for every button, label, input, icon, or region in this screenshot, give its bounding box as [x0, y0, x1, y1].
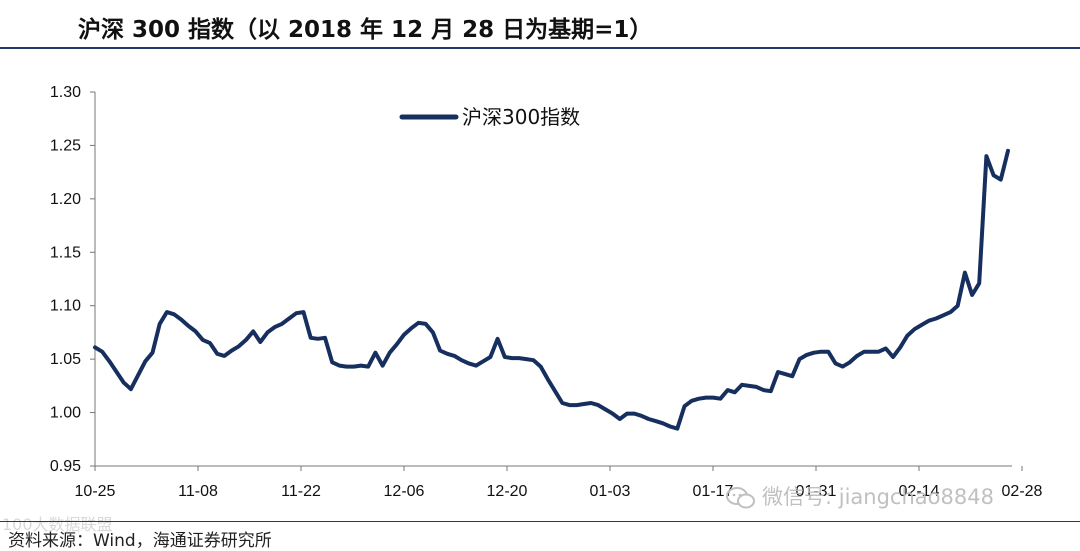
series-layer	[93, 148, 1010, 431]
x-tick-label: 12-20	[487, 483, 528, 500]
y-tick-label: 1.05	[50, 351, 81, 368]
x-axis: 10-25 11-08 11-22 12-06 12-20 01-03 01-17 01-31…	[75, 465, 1043, 500]
y-tick-label: 1.00	[50, 405, 81, 422]
x-tick-label: 11-22	[281, 483, 321, 500]
y-tick-label: 1.10	[50, 298, 81, 315]
chart-title: 沪深 300 指数（以 2018 年 12 月 28 日为基期=1）	[78, 17, 653, 43]
title-divider	[0, 47, 1080, 49]
x-tick-label: 01-03	[590, 483, 631, 500]
y-tick-label: 1.30	[50, 84, 81, 101]
wechat-watermark: 微信号: jiangchao8848	[726, 481, 994, 511]
watermark-text: 微信号: jiangchao8848	[762, 485, 994, 509]
legend: 沪深300指数	[399, 105, 580, 129]
x-tick-label: 11-08	[178, 483, 218, 500]
legend-label: 沪深300指数	[462, 105, 580, 129]
x-tick-label: 01-17	[693, 483, 734, 500]
y-tick-label: 1.15	[50, 244, 81, 261]
series-line-hs300	[93, 148, 1010, 431]
x-tick-label: 02-14	[899, 483, 940, 500]
corner-watermark: 100大数据联盟	[2, 515, 113, 534]
x-tick-label: 01-31	[796, 483, 837, 500]
x-tick-label: 02-28	[1002, 483, 1043, 500]
y-tick-label: 1.25	[50, 137, 81, 154]
y-axis: 1.30 1.25 1.20 1.15 1.10 1.05 1.00 0.95	[50, 84, 96, 475]
x-tick-label: 10-25	[75, 483, 116, 500]
y-tick-label: 0.95	[50, 458, 81, 475]
wechat-icon	[726, 487, 755, 509]
source-divider	[0, 521, 1080, 522]
x-tick-label: 12-06	[384, 483, 425, 500]
source-note: 资料来源：Wind，海通证券研究所	[8, 531, 272, 551]
y-tick-label: 1.20	[50, 191, 81, 208]
